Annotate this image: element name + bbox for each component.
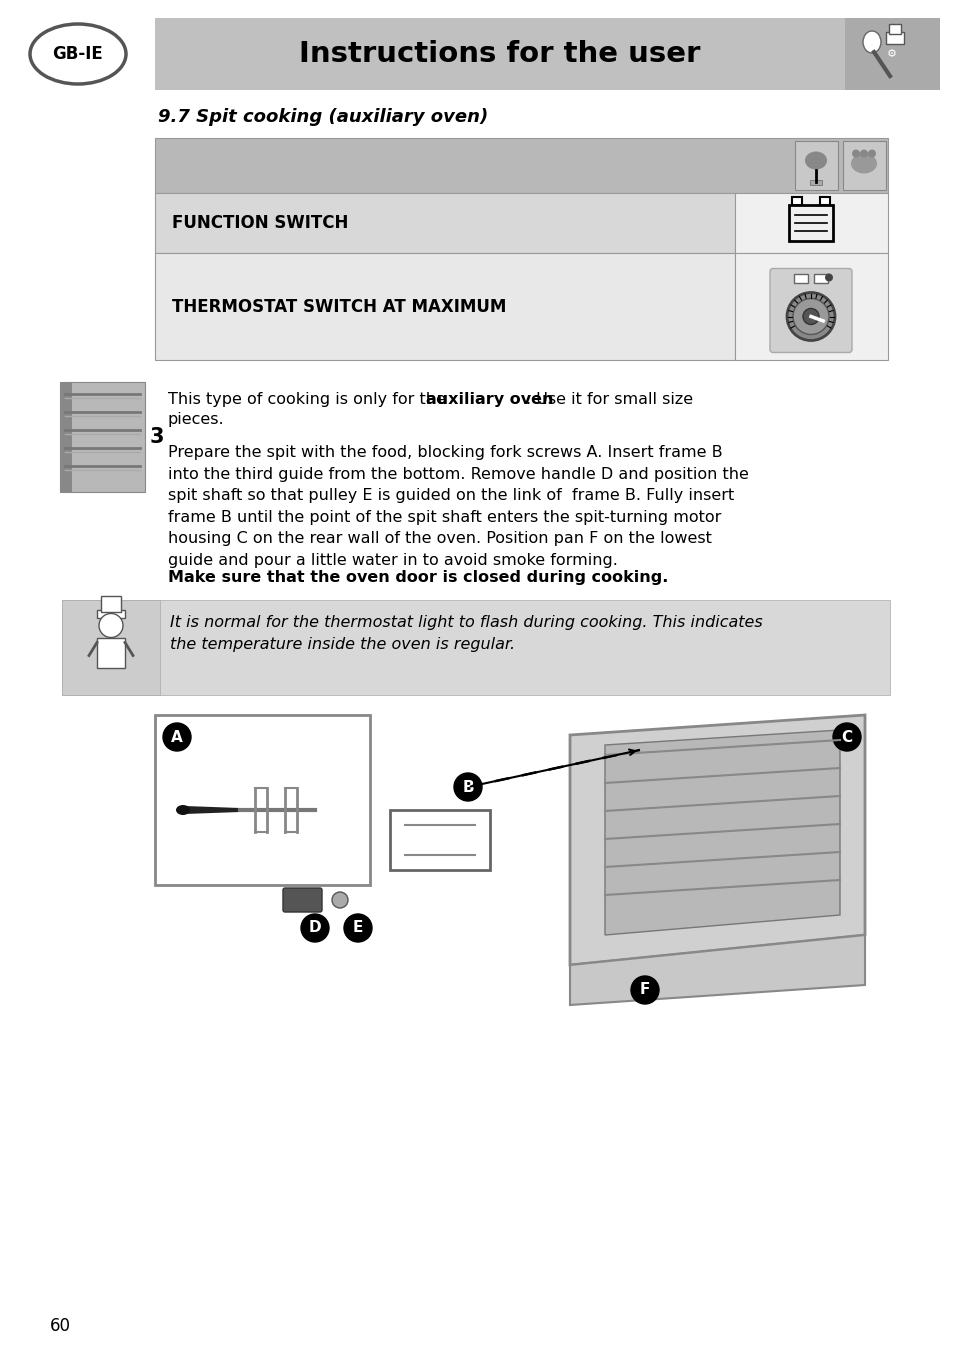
Text: FUNCTION SWITCH: FUNCTION SWITCH: [172, 214, 348, 233]
FancyBboxPatch shape: [793, 273, 807, 283]
Circle shape: [867, 150, 875, 157]
Text: pieces.: pieces.: [168, 412, 224, 427]
FancyBboxPatch shape: [844, 18, 939, 91]
Circle shape: [802, 308, 818, 324]
Ellipse shape: [850, 154, 876, 173]
Circle shape: [630, 976, 659, 1005]
Text: A: A: [171, 730, 183, 745]
Circle shape: [332, 892, 348, 909]
Polygon shape: [569, 715, 864, 965]
FancyBboxPatch shape: [101, 595, 121, 611]
Circle shape: [859, 150, 867, 157]
Ellipse shape: [30, 24, 126, 84]
FancyBboxPatch shape: [734, 193, 887, 253]
Polygon shape: [185, 806, 240, 814]
FancyBboxPatch shape: [97, 610, 125, 618]
FancyBboxPatch shape: [97, 638, 125, 668]
FancyBboxPatch shape: [885, 32, 903, 45]
Circle shape: [301, 914, 329, 942]
Circle shape: [824, 273, 832, 281]
FancyBboxPatch shape: [154, 18, 844, 91]
Ellipse shape: [862, 31, 880, 53]
Text: Make sure that the oven door is closed during cooking.: Make sure that the oven door is closed d…: [168, 571, 668, 585]
FancyBboxPatch shape: [769, 269, 851, 353]
Circle shape: [832, 723, 861, 750]
Text: D: D: [309, 921, 321, 936]
Text: Instructions for the user: Instructions for the user: [299, 41, 700, 68]
FancyBboxPatch shape: [60, 383, 145, 492]
Circle shape: [99, 614, 123, 638]
Circle shape: [851, 150, 859, 157]
FancyBboxPatch shape: [154, 715, 370, 886]
FancyBboxPatch shape: [888, 24, 900, 34]
FancyBboxPatch shape: [809, 180, 821, 184]
FancyBboxPatch shape: [283, 888, 322, 913]
Text: It is normal for the thermostat light to flash during cooking. This indicates
th: It is normal for the thermostat light to…: [170, 615, 762, 652]
Text: 9.7 Spit cooking (auxiliary oven): 9.7 Spit cooking (auxiliary oven): [158, 108, 488, 126]
Text: THERMOSTAT SWITCH AT MAXIMUM: THERMOSTAT SWITCH AT MAXIMUM: [172, 297, 506, 315]
FancyBboxPatch shape: [154, 193, 734, 253]
FancyBboxPatch shape: [734, 253, 887, 360]
Polygon shape: [604, 730, 840, 936]
FancyBboxPatch shape: [842, 141, 885, 191]
Text: This type of cooking is only for the: This type of cooking is only for the: [168, 392, 451, 407]
Ellipse shape: [175, 804, 190, 815]
Text: E: E: [353, 921, 363, 936]
Text: F: F: [639, 983, 650, 998]
Text: . Use it for small size: . Use it for small size: [525, 392, 693, 407]
Circle shape: [786, 292, 834, 341]
FancyBboxPatch shape: [813, 273, 827, 283]
FancyBboxPatch shape: [62, 600, 889, 695]
Circle shape: [454, 773, 481, 800]
Text: GB-IE: GB-IE: [52, 45, 103, 64]
Ellipse shape: [804, 151, 826, 169]
FancyBboxPatch shape: [794, 141, 837, 191]
FancyBboxPatch shape: [820, 197, 829, 206]
Circle shape: [163, 723, 191, 750]
FancyBboxPatch shape: [154, 253, 734, 360]
FancyBboxPatch shape: [62, 600, 160, 695]
Text: auxiliary oven: auxiliary oven: [426, 392, 553, 407]
FancyBboxPatch shape: [154, 138, 887, 193]
Text: ⚙: ⚙: [886, 49, 896, 59]
Circle shape: [792, 299, 828, 334]
FancyBboxPatch shape: [791, 197, 801, 206]
Text: Prepare the spit with the food, blocking fork screws A. Insert frame B
into the : Prepare the spit with the food, blocking…: [168, 445, 748, 568]
Text: 60: 60: [50, 1317, 71, 1334]
Circle shape: [344, 914, 372, 942]
Text: 3: 3: [150, 427, 164, 448]
Polygon shape: [569, 936, 864, 1005]
FancyBboxPatch shape: [60, 383, 71, 492]
Text: C: C: [841, 730, 852, 745]
Text: B: B: [461, 780, 474, 795]
